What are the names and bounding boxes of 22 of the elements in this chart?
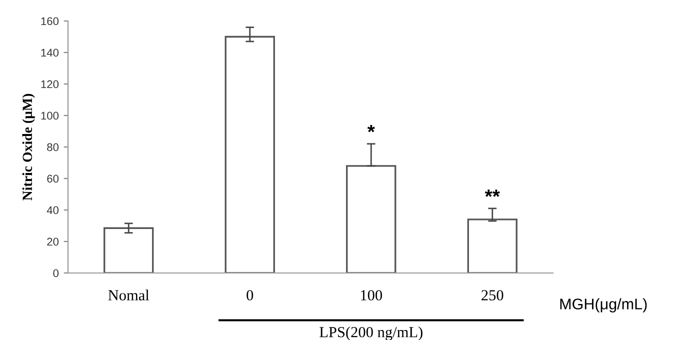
y-tick-label: 40 xyxy=(46,206,59,214)
bar xyxy=(467,218,518,273)
x-axis-title: MGH(μg/mL) xyxy=(560,298,647,312)
x-tick-label: Nomal xyxy=(108,290,150,300)
x-tick-label: 250 xyxy=(482,290,504,300)
bar xyxy=(104,227,154,273)
x-tick-label: 100 xyxy=(361,290,382,300)
y-tick-label: 120 xyxy=(41,80,59,88)
x-tick-label: 0 xyxy=(246,290,254,300)
annotation: ** xyxy=(484,190,500,197)
y-tick-label: 0 xyxy=(53,269,59,278)
bar xyxy=(224,36,275,273)
y-tick-label: 20 xyxy=(47,238,59,246)
y-tick-label: 100 xyxy=(41,112,59,120)
y-axis-title: Nitric Oxide (μM) xyxy=(22,94,35,200)
annotation: * xyxy=(367,125,375,132)
bar xyxy=(346,165,396,273)
text: LPS(200 ng/mL) xyxy=(320,326,422,340)
y-tick-label: 140 xyxy=(41,48,59,57)
y-tick-label: 60 xyxy=(47,174,59,183)
y-tick-label: 80 xyxy=(47,143,59,152)
y-tick-label: 160 xyxy=(41,17,59,26)
